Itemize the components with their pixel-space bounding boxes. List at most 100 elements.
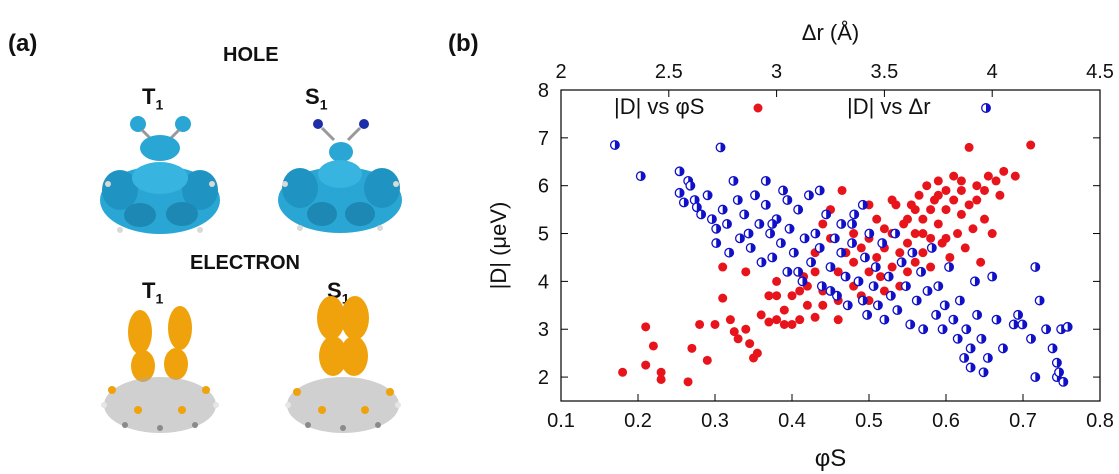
data-point-phi: [787, 291, 797, 301]
data-point-dr-fill: [789, 224, 794, 234]
x2-tick-label: 2.5: [655, 61, 683, 83]
data-point-dr-fill: [765, 176, 771, 186]
data-point-phi: [641, 360, 651, 370]
data-point-phi: [887, 262, 897, 272]
data-point-phi: [953, 229, 963, 239]
electron-s1-orbital: [285, 296, 401, 433]
data-point-dr-fill: [949, 262, 954, 272]
data-point-dr-fill: [780, 238, 786, 248]
data-point-phi: [718, 262, 728, 272]
y-tick-label: 5: [538, 224, 549, 246]
data-point-dr-fill: [750, 243, 756, 253]
x2-axis-label: Δr (Å): [802, 20, 859, 45]
data-point-dr-fill: [966, 324, 971, 334]
data-point-phi: [972, 181, 982, 191]
data-point-dr-fill: [905, 281, 911, 291]
data-point-dr-fill: [1035, 262, 1040, 272]
data-point-phi: [926, 262, 936, 272]
legend-marker: [753, 103, 763, 113]
data-point-dr-fill: [901, 257, 906, 267]
data-point-phi: [972, 195, 982, 205]
data-point-phi: [918, 248, 928, 258]
data-point-dr-fill: [927, 286, 932, 296]
data-point-dr-fill: [614, 140, 620, 150]
data-point-phi: [933, 190, 943, 200]
data-point-dr-fill: [826, 210, 831, 219]
x2-tick-label: 4.5: [1086, 61, 1114, 83]
electron-t1-orbital: [101, 306, 219, 433]
data-point-dr-fill: [815, 229, 820, 238]
data-point-dr-fill: [1067, 322, 1072, 332]
data-point-dr-fill: [877, 301, 883, 310]
data-point-phi: [741, 324, 751, 334]
data-point-phi: [980, 185, 989, 195]
x2-tick-label: 2: [555, 61, 566, 83]
data-point-phi: [980, 214, 989, 224]
data-point-dr-fill: [819, 186, 825, 195]
data-point-dr-fill: [707, 190, 712, 200]
data-point-dr-fill: [981, 334, 986, 344]
data-point-phi: [941, 233, 951, 243]
data-point-dr-fill: [739, 234, 745, 243]
data-point-dr-fill: [923, 324, 928, 334]
data-point-dr-fill: [727, 219, 732, 229]
data-point-dr-fill: [910, 320, 915, 329]
data-point-phi: [856, 243, 866, 253]
electron-title: ELECTRON: [190, 252, 300, 274]
data-point-dr-fill: [787, 195, 792, 205]
x-tick-label: 0.4: [778, 410, 806, 432]
data-point-phi: [787, 319, 797, 329]
data-point-phi: [914, 190, 924, 200]
data-point-phi: [864, 267, 874, 277]
data-point-phi: [983, 171, 993, 181]
data-point-dr-fill: [873, 281, 878, 291]
data-point-dr-fill: [897, 305, 902, 315]
data-point-phi: [641, 322, 651, 332]
data-point-phi: [795, 286, 805, 296]
data-point-dr-fill: [733, 176, 738, 186]
data-point-phi: [945, 252, 955, 262]
panel-a: (a) HOLE ELECTRON T1 S1 T1 S1: [0, 0, 470, 474]
data-point-dr-fill: [858, 277, 863, 286]
data-point-phi: [910, 257, 920, 267]
data-point-phi: [725, 315, 735, 325]
x-tick-label: 0.2: [624, 410, 652, 432]
data-point-phi: [818, 300, 828, 310]
data-point-dr-fill: [1059, 367, 1064, 377]
data-point-dr-fill: [996, 315, 1001, 324]
x2-tick-label: 3.5: [870, 61, 898, 83]
hole-t1-label: T1: [142, 84, 164, 113]
legend-label: |D| vs φS: [614, 94, 704, 119]
data-point-dr-fill: [729, 248, 734, 257]
legend-label: |D| vs Δr: [847, 94, 931, 119]
data-point-dr-fill: [694, 195, 699, 205]
data-point-phi: [618, 367, 628, 377]
data-point-phi: [795, 315, 805, 325]
data-point-phi: [772, 276, 782, 286]
data-point-dr-fill: [1056, 358, 1062, 368]
data-point-dr-fill: [716, 238, 721, 248]
data-point-dr-fill: [836, 291, 842, 301]
data-point-dr-fill: [959, 296, 965, 305]
data-point-dr-fill: [811, 257, 816, 267]
data-point-phi: [995, 190, 1005, 200]
x-tick-label: 0.5: [855, 410, 883, 432]
data-point-phi: [926, 233, 936, 243]
y-tick-label: 3: [538, 319, 549, 341]
data-point-phi: [918, 229, 928, 239]
x-tick-label: 0.1: [547, 410, 575, 432]
data-point-dr-fill: [992, 272, 997, 281]
data-point-phi: [810, 267, 820, 277]
data-point-dr-fill: [690, 181, 695, 190]
data-point-phi: [656, 374, 666, 384]
data-point-phi: [960, 243, 970, 253]
data-point-dr-fill: [748, 229, 753, 238]
data-point-phi: [876, 272, 886, 282]
plot-frame: [560, 89, 1101, 402]
data-point-phi: [745, 339, 755, 349]
electron-t1-label: T1: [142, 278, 164, 307]
data-point-dr-fill: [862, 296, 868, 305]
data-point-phi: [895, 248, 905, 258]
data-point-phi: [933, 176, 943, 186]
x2-tick-label: 4: [987, 61, 998, 83]
